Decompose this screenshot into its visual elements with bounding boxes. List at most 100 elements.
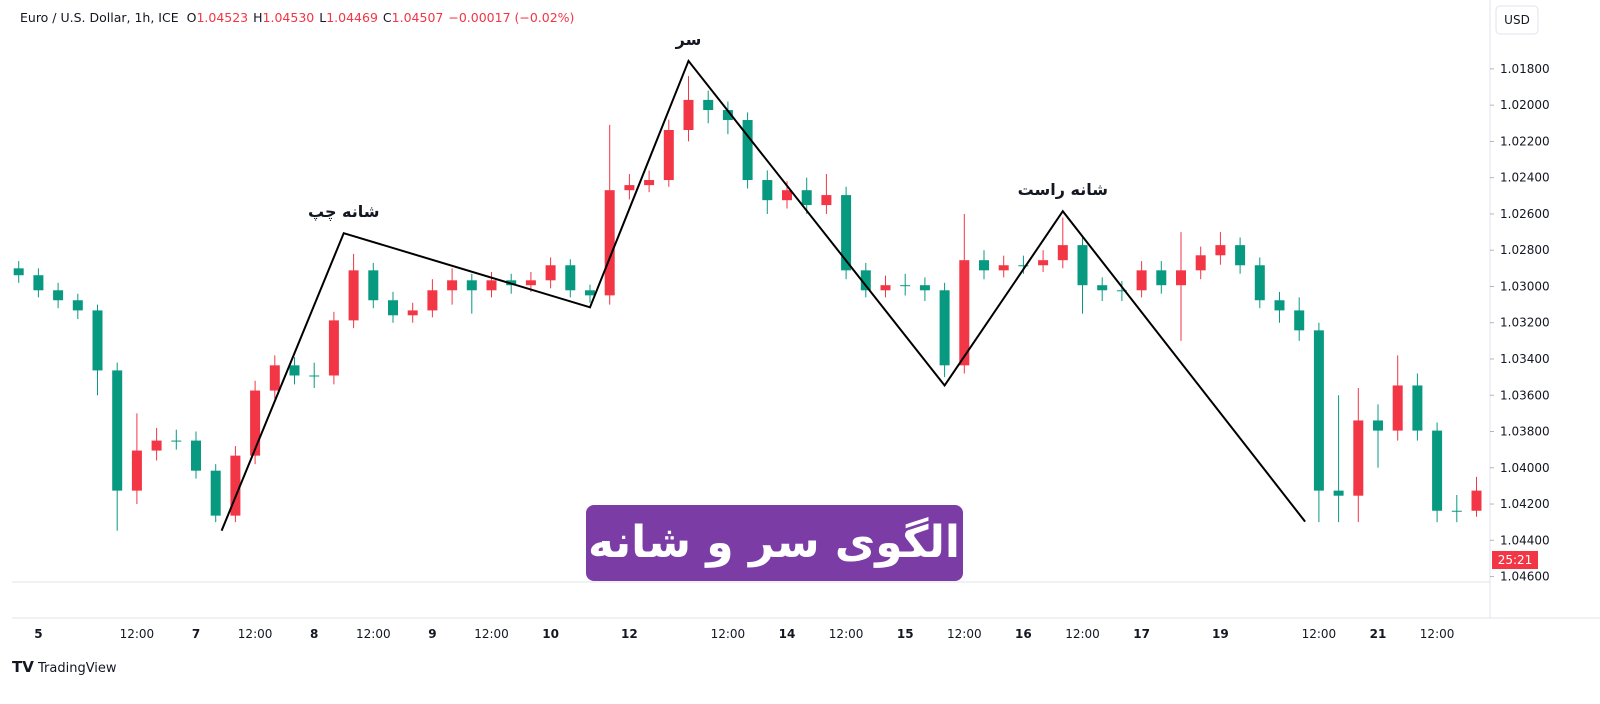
candle-body: [269, 365, 280, 391]
symbol: Euro / U.S. Dollar, 1h, ICE: [20, 10, 179, 25]
x-tick-label: 12:00: [1420, 627, 1455, 641]
countdown-badge: [1492, 551, 1538, 569]
candle-body: [388, 300, 398, 316]
y-tick-label: 1.02400: [1500, 171, 1550, 185]
candle-body: [900, 285, 911, 287]
candle-body: [33, 275, 44, 291]
candle-body: [230, 455, 241, 516]
candle-body: [466, 280, 477, 291]
candle-body: [1235, 245, 1246, 266]
candle-body: [545, 265, 556, 281]
candle-body: [919, 285, 930, 291]
candle-body: [585, 290, 595, 296]
brand-logo: 𝗧𝗩: [12, 658, 34, 676]
y-tick-label: 1.01800: [1500, 62, 1550, 76]
currency[interactable]: USD: [1504, 13, 1530, 27]
candle-body: [1038, 260, 1049, 266]
candle-body: [663, 129, 674, 181]
candle-body: [1333, 490, 1344, 496]
candle-body: [250, 390, 261, 456]
candle-body: [13, 268, 24, 276]
candle-body: [1018, 265, 1029, 267]
change: −0.00017 (−0.02%): [448, 10, 574, 25]
pattern-label: شانه چپ: [308, 202, 380, 222]
candle-body: [348, 270, 359, 321]
candle-body: [801, 190, 812, 206]
candle-body: [722, 110, 733, 121]
ohlc-key: O: [187, 10, 197, 25]
y-tick-label: 1.04600: [1500, 570, 1550, 584]
candle-body: [565, 265, 576, 291]
x-tick-label: 12:00: [947, 627, 982, 641]
candle-body: [821, 195, 832, 206]
y-tick-label: 1.02000: [1500, 98, 1550, 112]
y-tick-label: 1.04400: [1500, 533, 1550, 547]
candle-body: [328, 320, 339, 376]
candle-body: [309, 375, 320, 377]
candle-body: [92, 310, 103, 371]
ohlc-value: 1.04523: [196, 10, 248, 25]
x-tick-label: 12:00: [474, 627, 509, 641]
candle-body: [1451, 510, 1462, 512]
y-tick-label: 1.04200: [1500, 497, 1550, 511]
candle-body: [1353, 420, 1364, 496]
candle-body: [171, 440, 182, 442]
x-tick-label: 12:00: [1065, 627, 1100, 641]
pattern-label: سر: [675, 30, 702, 49]
candle-body: [1254, 265, 1265, 301]
candle-body: [112, 370, 123, 491]
candle-body: [841, 195, 852, 271]
y-tick-label: 1.02200: [1500, 134, 1550, 148]
candle-body: [72, 300, 83, 311]
x-tick-label: 19: [1212, 627, 1229, 641]
candle-body: [368, 270, 379, 301]
x-tick-label: 12:00: [829, 627, 864, 641]
ohlc-key: C: [383, 10, 392, 25]
banner-box: [586, 505, 963, 581]
x-tick-label: 9: [428, 627, 436, 641]
candle-body: [880, 285, 891, 291]
pattern-line: [220, 58, 1306, 532]
x-tick-label: 7: [192, 627, 200, 641]
candle-body: [1156, 270, 1167, 286]
candle-body: [407, 310, 418, 316]
candle-body: [644, 180, 655, 186]
x-tick-label: 12:00: [1302, 627, 1337, 641]
y-tick-label: 1.02800: [1500, 243, 1550, 257]
currency-box[interactable]: [1495, 5, 1539, 35]
candle-body: [1097, 285, 1108, 291]
y-tick-label: 1.03200: [1500, 316, 1550, 330]
x-tick-label: 12: [621, 627, 638, 641]
candle-body: [1392, 385, 1403, 431]
candle-body: [703, 99, 714, 111]
brand: TradingView: [37, 661, 117, 676]
candle-body: [998, 265, 1009, 271]
y-tick-label: 1.03600: [1500, 388, 1550, 402]
candle-body: [1432, 430, 1443, 511]
candle-body: [1313, 330, 1324, 491]
x-tick-label: 12:00: [238, 627, 273, 641]
ohlc-key: H: [253, 10, 262, 25]
candle-body: [742, 120, 753, 181]
candle-body: [1412, 385, 1423, 431]
x-tick-label: 8: [310, 627, 318, 641]
ohlc-value: 1.04530: [263, 10, 315, 25]
candle-body: [624, 185, 635, 191]
x-tick-label: 15: [897, 627, 914, 641]
candle-body: [1471, 490, 1482, 511]
plot: شانه چپ سر شانه راست: [13, 30, 1482, 532]
candle-body: [53, 290, 64, 301]
candle-body: [683, 99, 694, 130]
candle-body: [1176, 270, 1186, 286]
countdown: 25:21: [1498, 553, 1533, 567]
candle-body: [1195, 255, 1206, 271]
x-tick-label: 21: [1370, 627, 1387, 641]
candle-body: [525, 280, 536, 286]
candle-body: [1136, 270, 1147, 291]
candle-body: [191, 440, 201, 471]
banner: الگوی سر و شانه: [588, 516, 960, 568]
candle-body: [939, 290, 950, 366]
candle-body: [1215, 245, 1226, 256]
